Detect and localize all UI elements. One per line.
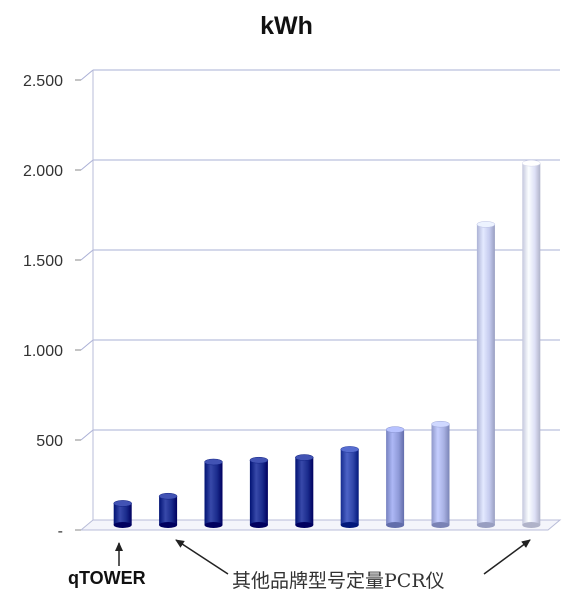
chart-title: kWh	[260, 12, 313, 40]
bar-top	[522, 159, 541, 167]
y-tick-label: 1.000	[23, 343, 63, 360]
bar-body	[295, 457, 314, 525]
gridline-depth	[80, 339, 94, 351]
bar	[113, 500, 132, 528]
bar-body	[249, 460, 268, 525]
bar-top	[340, 446, 359, 453]
others-arrow-right	[483, 539, 531, 575]
gridline-depth	[80, 429, 94, 441]
bar-body	[431, 424, 450, 525]
bar-top	[158, 492, 178, 500]
bar	[204, 458, 223, 528]
gridline-depth	[80, 249, 94, 261]
bar-top	[113, 500, 132, 507]
others-arrow-left	[175, 539, 229, 575]
annotation-arrows	[115, 539, 531, 575]
bar-top	[295, 454, 314, 461]
bar-base	[386, 522, 405, 528]
bar	[431, 420, 450, 528]
bar-top	[204, 458, 223, 466]
bar-body	[522, 163, 541, 525]
bar-base	[295, 522, 314, 528]
bar-body	[476, 224, 495, 525]
y-tick-label: 500	[36, 433, 63, 450]
bar-body	[340, 449, 359, 525]
bar-top	[476, 221, 496, 228]
bar-base	[113, 522, 132, 528]
y-tick-label: 2.000	[23, 163, 63, 180]
bar-body	[113, 503, 132, 525]
bar-body	[159, 496, 178, 525]
bar-top	[431, 420, 450, 428]
y-tick-label: -	[58, 523, 63, 540]
other-brands-label: 其他品牌型号定量PCR仪	[232, 570, 445, 592]
bar-base	[249, 522, 268, 528]
bar	[385, 426, 405, 528]
gridline-depth	[80, 159, 94, 171]
y-tick-label: 1.500	[23, 253, 63, 270]
y-tick-label: 2.500	[23, 73, 63, 90]
bar-top	[249, 456, 269, 464]
bar	[295, 454, 314, 528]
qtower-label: qTOWER	[68, 568, 146, 588]
bar-base	[340, 522, 359, 528]
bar	[476, 221, 496, 528]
bar-body	[204, 462, 223, 525]
bar-base	[431, 522, 450, 528]
bar-top	[385, 426, 405, 433]
bar	[249, 456, 269, 528]
bar	[158, 492, 178, 528]
bar-base	[159, 522, 178, 528]
bar-base	[522, 522, 541, 528]
grid-layer	[80, 69, 560, 441]
bar	[522, 159, 541, 528]
bar-layer	[113, 159, 541, 528]
gridline-depth	[80, 69, 94, 81]
bar-base	[204, 522, 223, 528]
bar-body	[386, 429, 405, 525]
bar-base	[476, 522, 495, 528]
bar	[340, 446, 359, 528]
